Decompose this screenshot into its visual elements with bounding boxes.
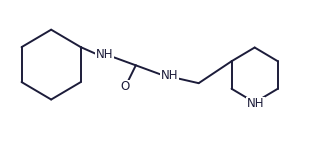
Text: NH: NH (247, 98, 265, 111)
Text: O: O (121, 80, 130, 93)
Text: NH: NH (95, 48, 113, 62)
Text: NH: NH (161, 69, 178, 82)
